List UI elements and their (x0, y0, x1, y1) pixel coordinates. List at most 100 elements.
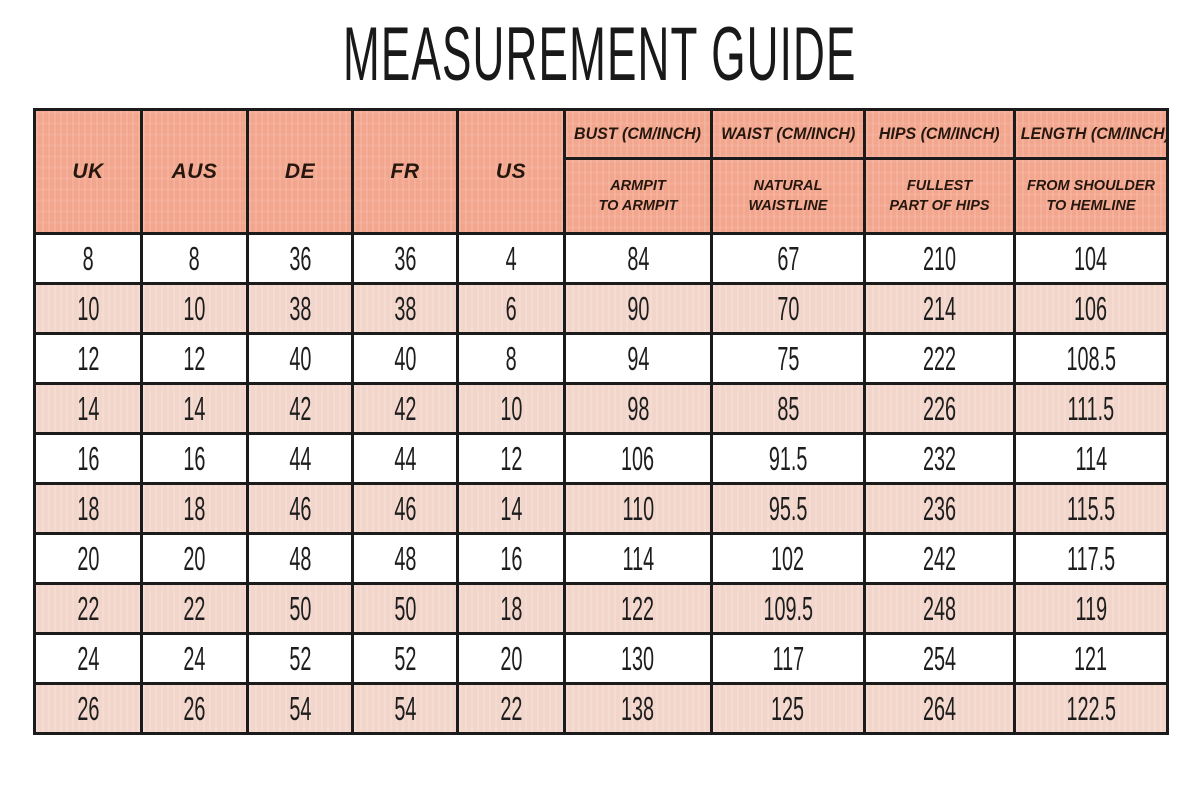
cell-value: 70 (776, 289, 800, 327)
table-cell: 67 (710, 232, 866, 285)
cell-value: 22 (499, 689, 523, 727)
cell-value: 104 (1074, 239, 1108, 277)
cell-value: 264 (922, 689, 957, 727)
cell-value: 48 (393, 539, 417, 577)
table-cell: 16 (456, 532, 566, 585)
subheader-length: FROM SHOULDER TO HEMLINE (1013, 157, 1169, 235)
column-header-label: DE (284, 159, 316, 183)
cell-value: 50 (393, 589, 417, 627)
table-cell: 36 (351, 232, 459, 285)
column-header-label: AUS (171, 159, 218, 183)
cell-value: 6 (505, 289, 517, 327)
cell-value: 18 (76, 489, 100, 527)
cell-value: 8 (188, 239, 200, 277)
table-cell: 8 (33, 232, 143, 285)
page-title: MEASUREMENT GUIDE (0, 16, 1200, 94)
table-cell: 114 (1013, 432, 1169, 485)
cell-value: 38 (288, 289, 312, 327)
table-cell: 52 (351, 632, 459, 685)
table-cell: 42 (246, 382, 354, 435)
cell-value: 121 (1074, 639, 1108, 677)
cell-value: 214 (922, 289, 957, 327)
column-header-bust: BUST (CM/INCH) (563, 108, 713, 160)
table-cell: 38 (351, 282, 459, 335)
cell-value: 14 (183, 389, 206, 427)
cell-value: 22 (76, 589, 100, 627)
table-cell: 115.5 (1013, 482, 1169, 535)
table-row: 26 26 54 54 22 138 125 264 122.5 (33, 682, 1169, 735)
table-cell: 48 (351, 532, 459, 585)
table-cell: 36 (246, 232, 354, 285)
table-cell: 46 (351, 482, 459, 535)
table-cell: 46 (246, 482, 354, 535)
table-cell: 12 (33, 332, 143, 385)
table-cell: 91.5 (710, 432, 866, 485)
cell-value: 109.5 (763, 589, 813, 627)
cell-value: 52 (393, 639, 417, 677)
table-cell: 75 (710, 332, 866, 385)
cell-value: 16 (499, 539, 523, 577)
table-cell: 10 (456, 382, 566, 435)
table-cell: 20 (33, 532, 143, 585)
cell-value: 8 (82, 239, 94, 277)
table-cell: 38 (246, 282, 354, 335)
table-row: 20 20 48 48 16 114 102 242 117.5 (33, 532, 1169, 585)
cell-value: 254 (922, 639, 957, 677)
table-cell: 248 (863, 582, 1016, 635)
table-cell: 12 (456, 432, 566, 485)
table-cell: 22 (140, 582, 249, 635)
table-cell: 111.5 (1013, 382, 1169, 435)
column-header-us: US (456, 108, 566, 235)
table-cell: 70 (710, 282, 866, 335)
cell-value: 12 (76, 339, 100, 377)
table-cell: 10 (140, 282, 249, 335)
table-cell: 8 (140, 232, 249, 285)
column-header-label: HIPS (CM/INCH) (879, 124, 1000, 143)
table-cell: 16 (140, 432, 249, 485)
cell-value: 16 (76, 439, 100, 477)
cell-value: 18 (183, 489, 206, 527)
cell-value: 232 (922, 439, 957, 477)
table-cell: 109.5 (710, 582, 866, 635)
table-row: 8 8 36 36 4 84 67 210 104 (33, 232, 1169, 285)
cell-value: 20 (76, 539, 100, 577)
table-row: 24 24 52 52 20 130 117 254 121 (33, 632, 1169, 685)
table-cell: 44 (246, 432, 354, 485)
table-cell: 16 (33, 432, 143, 485)
table-cell: 122 (563, 582, 713, 635)
table-row: 18 18 46 46 14 110 95.5 236 115.5 (33, 482, 1169, 535)
cell-value: 14 (499, 489, 523, 527)
table-cell: 95.5 (710, 482, 866, 535)
table-cell: 26 (140, 682, 249, 735)
cell-value: 38 (393, 289, 417, 327)
table-cell: 85 (710, 382, 866, 435)
cell-value: 20 (183, 539, 206, 577)
cell-value: 40 (393, 339, 417, 377)
table-cell: 24 (33, 632, 143, 685)
cell-value: 12 (183, 339, 206, 377)
measurement-guide-table: UK AUS DE FR US BUST (CM/INCH) WAIST (CM… (33, 108, 1169, 735)
cell-value: 10 (183, 289, 206, 327)
cell-value: 44 (393, 439, 417, 477)
cell-value: 18 (499, 589, 523, 627)
column-header-label: WAIST (CM/INCH) (720, 124, 856, 143)
table-cell: 254 (863, 632, 1016, 685)
cell-value: 16 (183, 439, 206, 477)
table-cell: 210 (863, 232, 1016, 285)
cell-value: 22 (183, 589, 206, 627)
table-row: 22 22 50 50 18 122 109.5 248 119 (33, 582, 1169, 635)
table-cell: 8 (456, 332, 566, 385)
column-header-waist: WAIST (CM/INCH) (710, 108, 866, 160)
cell-value: 42 (288, 389, 312, 427)
column-header-label: US (495, 159, 527, 183)
table-cell: 102 (710, 532, 866, 585)
subheader-hips: FULLEST PART OF HIPS (863, 157, 1016, 235)
table-cell: 84 (563, 232, 713, 285)
cell-value: 24 (183, 639, 206, 677)
cell-value: 122 (621, 589, 655, 627)
table-cell: 20 (140, 532, 249, 585)
subheader-bust: ARMPIT TO ARMPIT (563, 157, 713, 235)
table-cell: 232 (863, 432, 1016, 485)
cell-value: 130 (621, 639, 655, 677)
table-cell: 12 (140, 332, 249, 385)
